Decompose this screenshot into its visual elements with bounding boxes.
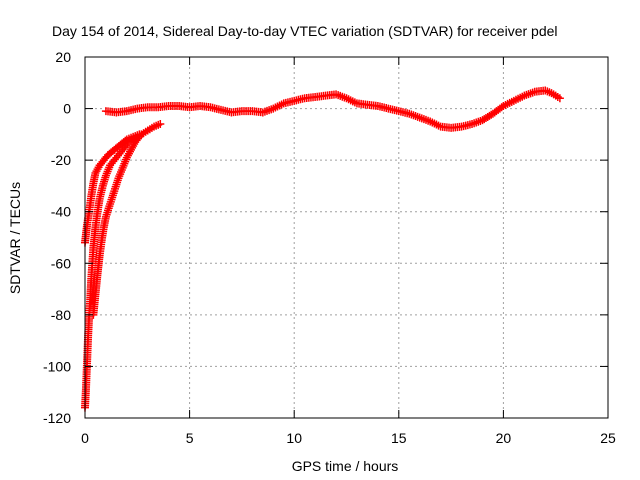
x-axis-label: GPS time / hours [292, 458, 399, 474]
data-point [133, 134, 142, 143]
y-tick-label: -40 [51, 204, 71, 220]
data-point [555, 94, 564, 103]
data-points [81, 86, 564, 412]
x-tick-label: 15 [391, 430, 407, 446]
axis-ticks [84, 56, 609, 419]
x-tick-label: 0 [81, 430, 89, 446]
plot-frame [84, 56, 609, 419]
y-tick-label: -120 [43, 410, 71, 426]
y-tick-label: -60 [51, 255, 71, 271]
y-tick-label: -100 [43, 358, 71, 374]
y-tick-label: 20 [55, 49, 71, 65]
grid-lines [85, 57, 608, 418]
y-tick-label: 0 [63, 101, 71, 117]
x-tick-label: 20 [496, 430, 512, 446]
data-point [156, 120, 165, 129]
y-axis-label: SDTVAR / TECUs [7, 182, 23, 294]
data-point [135, 132, 144, 141]
x-tick-label: 5 [186, 430, 194, 446]
x-tick-label: 10 [286, 430, 302, 446]
y-tick-label: -20 [51, 152, 71, 168]
chart-title: Day 154 of 2014, Sidereal Day-to-day VTE… [52, 23, 558, 39]
tick-labels: 0 5 10 15 20 25 -120 -100 -80 -60 -40 -20 0 20 [43, 49, 616, 446]
y-tick-label: -80 [51, 307, 71, 323]
x-tick-label: 25 [600, 430, 616, 446]
